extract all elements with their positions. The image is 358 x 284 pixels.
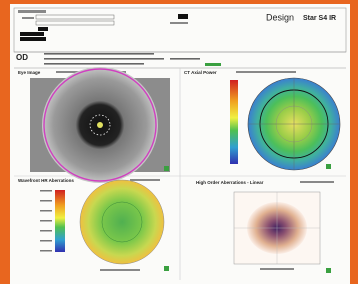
redaction (38, 27, 48, 31)
eye-label: OD (16, 53, 28, 62)
panel-info (300, 181, 334, 183)
color-scale (55, 190, 65, 252)
redaction (20, 32, 44, 36)
header-line (22, 17, 34, 19)
panel-info (100, 269, 140, 271)
panel-info (236, 71, 296, 73)
panel-info (260, 268, 294, 270)
redaction (20, 37, 46, 41)
redaction (178, 14, 188, 19)
panel-info (130, 179, 160, 181)
screenshot: Design Star S4 IR OD Eye Image CT Axial … (0, 0, 358, 284)
panel-title: CT Axial Power (184, 70, 217, 75)
panel-title: High Order Aberrations - Linear (196, 180, 264, 185)
header-line (18, 10, 46, 13)
brand: Star S4 IR (303, 15, 336, 22)
icon (326, 268, 331, 273)
logo: Design (266, 12, 294, 22)
wavefront-map (80, 180, 164, 264)
icon (326, 164, 331, 169)
icon (164, 166, 169, 171)
header-line (170, 22, 188, 24)
color-scale (230, 80, 238, 164)
pupil-center (97, 122, 103, 128)
panel-title: Wavefront HR Aberrations (18, 178, 74, 183)
page: {"header": {"brand": "Star S4 IR", "eye"… (0, 0, 358, 284)
icon (164, 266, 169, 271)
panel-title: Eye Image (18, 70, 41, 75)
